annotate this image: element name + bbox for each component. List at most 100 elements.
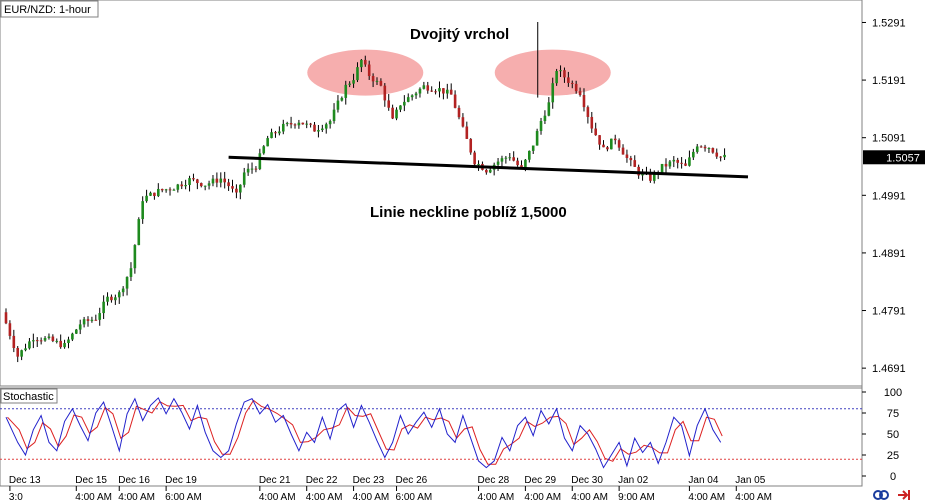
candle-body <box>477 163 480 165</box>
candle-body <box>363 59 367 65</box>
candle-body <box>8 323 12 336</box>
candle-body <box>12 335 16 349</box>
stochastic-d-line <box>7 399 723 465</box>
candle-body <box>516 160 519 166</box>
y-tick-label: 1.4991 <box>872 190 906 202</box>
candle-body <box>391 107 394 119</box>
candle-body <box>114 297 117 301</box>
candle-body <box>649 173 652 181</box>
candle-body <box>387 100 391 108</box>
candle-body <box>51 336 55 342</box>
candle-body <box>297 122 301 126</box>
stochastic-y-tick-label: 50 <box>887 429 899 441</box>
arrow-right-icon[interactable] <box>898 490 910 500</box>
candle-body <box>55 340 59 342</box>
candle-body <box>660 163 664 173</box>
candle-body <box>63 343 66 348</box>
candle-body <box>246 168 250 173</box>
candle-body <box>274 132 277 134</box>
x-tick-date-label: Dec 16 <box>118 475 150 486</box>
candle-body <box>78 324 82 330</box>
candle-body <box>379 80 383 86</box>
candle-body <box>309 123 312 125</box>
candle-body <box>395 109 398 119</box>
stochastic-y-axis-ticks: 100 75 50 25 0 <box>862 387 902 483</box>
candle-body <box>207 183 211 186</box>
candle-body <box>168 189 172 191</box>
candle-body <box>500 158 504 162</box>
candle-body <box>352 80 355 84</box>
candle-body <box>399 105 402 110</box>
candle-body <box>67 339 70 344</box>
candle-body <box>676 159 680 163</box>
y-tick-label: 1.5091 <box>872 133 906 145</box>
y-tick-label: 1.4891 <box>872 248 906 260</box>
candle-body <box>664 163 668 167</box>
x-tick-date-label: Jan 02 <box>618 475 648 486</box>
candlestick-series <box>4 55 726 363</box>
candle-body <box>445 89 449 94</box>
candle-body <box>633 160 637 167</box>
candle-body <box>235 188 238 193</box>
candle-body <box>336 100 340 110</box>
candle-body <box>469 138 473 153</box>
symbol-label: EUR/NZD: 1-hour <box>4 4 91 16</box>
candle-body <box>504 157 508 159</box>
candle-body <box>211 178 215 184</box>
candle-body <box>266 138 269 147</box>
candle-body <box>47 336 51 339</box>
candle-body <box>547 102 551 116</box>
candle-body <box>375 80 379 82</box>
candle-body <box>578 91 582 96</box>
candle-body <box>176 184 180 190</box>
x-tick-time-label: 4:00 AM <box>478 492 515 503</box>
candle-body <box>625 154 629 158</box>
current-price-box <box>863 150 925 165</box>
x-tick-date-label: Dec 28 <box>478 475 510 486</box>
candle-body <box>539 121 543 131</box>
candle-body <box>281 123 285 132</box>
candle-body <box>485 169 488 173</box>
candle-body <box>535 130 539 146</box>
candle-body <box>360 59 363 68</box>
candle-body <box>598 135 601 145</box>
x-tick-time-label: 4:00 AM <box>353 492 390 503</box>
candle-body <box>35 340 39 342</box>
candle-body <box>426 85 430 91</box>
candle-body <box>563 70 566 78</box>
x-tick-time-label: 4:00 AM <box>735 492 772 503</box>
candle-body <box>317 130 320 132</box>
candle-body <box>367 64 371 77</box>
candle-body <box>582 95 586 108</box>
candle-body <box>270 132 273 139</box>
candle-body <box>199 183 203 187</box>
candle-body <box>328 121 332 125</box>
stochastic-y-tick-label: 25 <box>887 450 899 462</box>
double-top-highlights <box>307 49 611 96</box>
candle-body <box>324 124 328 129</box>
candle-body <box>703 146 707 149</box>
candle-body <box>520 165 523 169</box>
candle-body <box>567 77 570 83</box>
candle-body <box>340 97 344 101</box>
candle-body <box>723 154 726 158</box>
link-icon[interactable] <box>873 490 889 500</box>
candle-body <box>668 161 672 167</box>
candle-body <box>422 85 426 89</box>
candle-body <box>223 178 226 183</box>
candle-body <box>711 148 715 153</box>
candle-body <box>43 338 47 341</box>
candle-body <box>473 152 476 165</box>
candle-body <box>39 340 43 342</box>
x-tick-time-label: 4:00 AM <box>688 492 725 503</box>
candle-body <box>430 90 433 92</box>
candle-body <box>313 124 316 132</box>
candle-body <box>613 138 617 141</box>
candle-body <box>442 88 445 94</box>
candle-body <box>707 148 711 150</box>
candle-body <box>414 93 418 96</box>
x-tick-date-label: Dec 26 <box>396 475 428 486</box>
price-y-axis-ticks: 1.5291 1.5191 1.5091 1.4991 1.4891 1.4791 1.46… <box>862 17 906 375</box>
x-tick-date-label: Dec 23 <box>353 475 385 486</box>
candle-body <box>203 185 207 187</box>
